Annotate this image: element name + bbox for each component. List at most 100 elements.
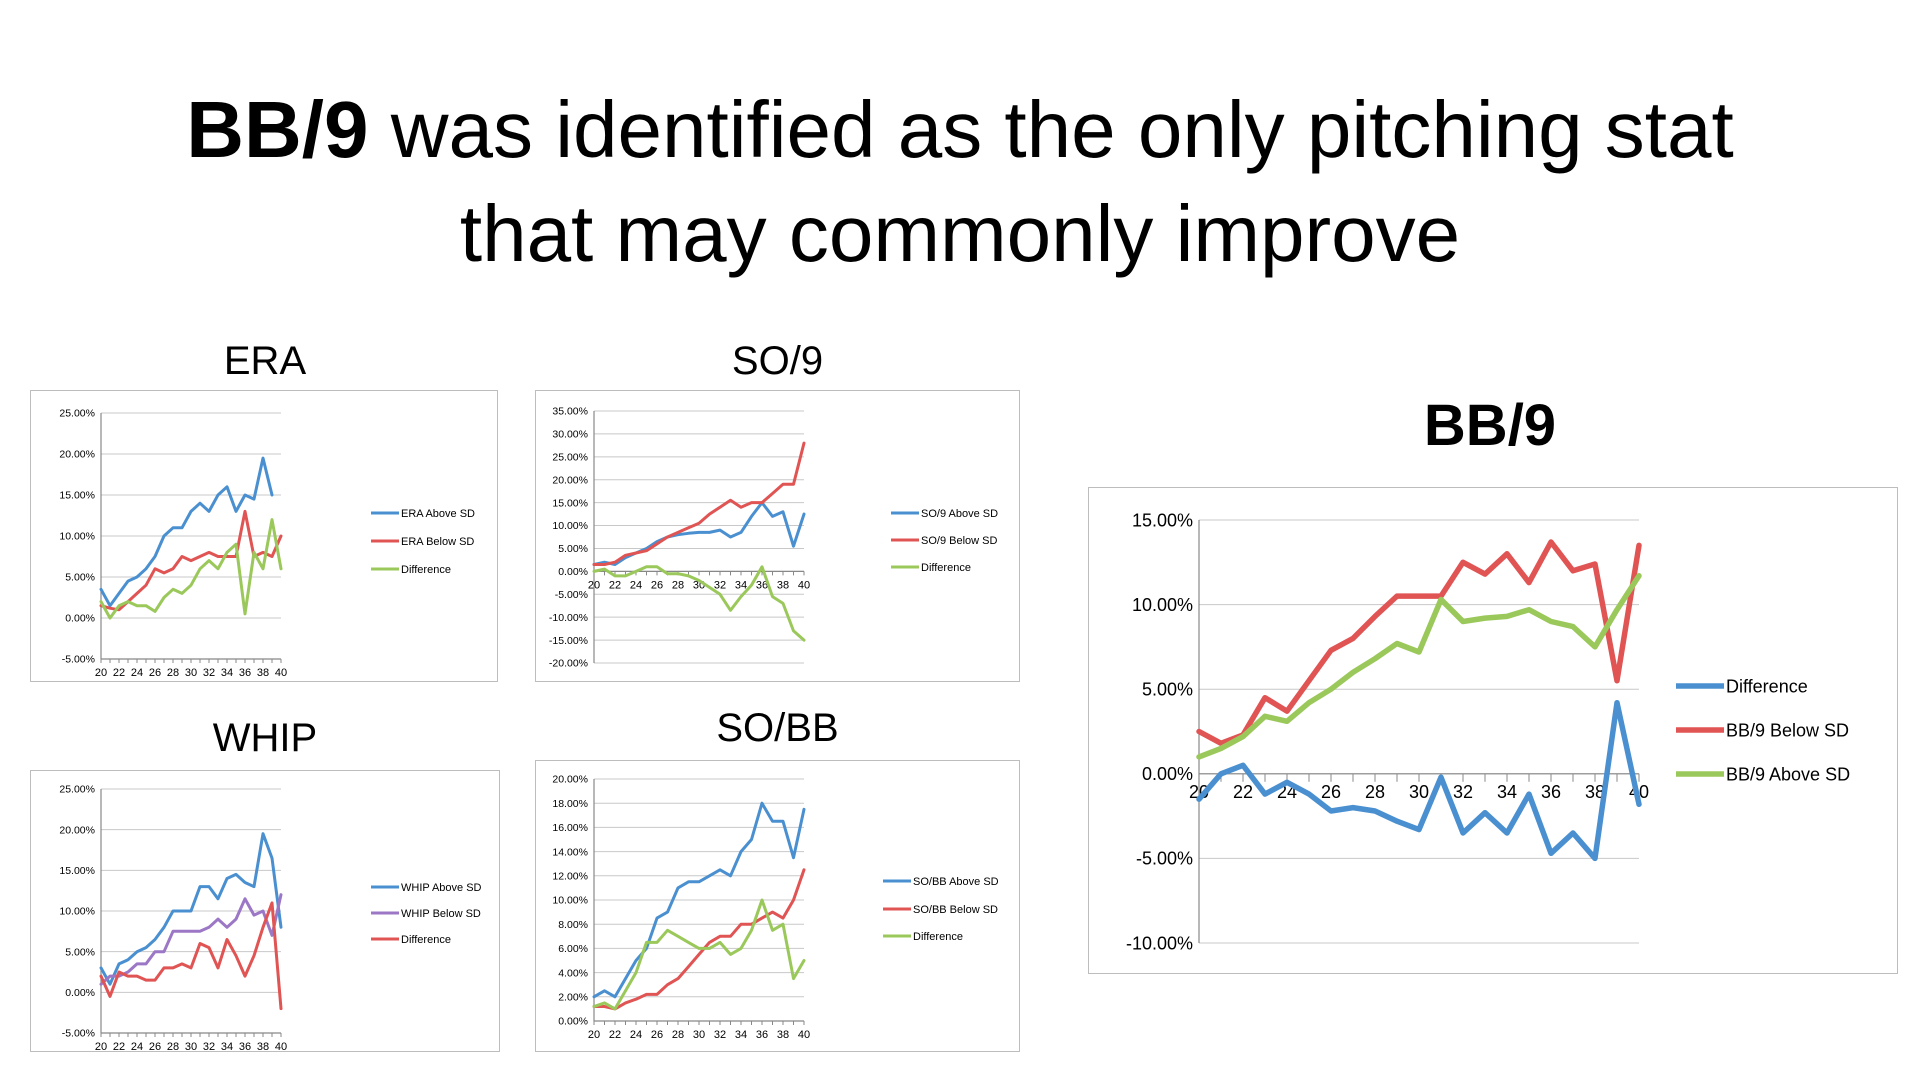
y-tick-label: 0.00% (1142, 764, 1193, 784)
y-tick-label: 15.00% (59, 865, 95, 877)
x-tick-label: 34 (1497, 782, 1517, 802)
x-tick-label: 38 (777, 1029, 789, 1041)
x-tick-label: 40 (798, 579, 810, 591)
y-tick-label: 15.00% (59, 490, 95, 502)
x-tick-label: 38 (257, 1041, 269, 1053)
legend-label: Difference (921, 562, 971, 574)
y-tick-label: -5.00% (1136, 849, 1193, 869)
y-tick-label: 10.00% (552, 520, 588, 532)
y-tick-label: 4.00% (558, 967, 588, 979)
y-tick-label: 15.00% (1132, 510, 1193, 530)
legend-label: SO/BB Below SD (913, 904, 998, 916)
y-tick-label: 25.00% (59, 784, 95, 796)
y-tick-label: 18.00% (552, 798, 588, 810)
y-tick-label: 5.00% (1142, 680, 1193, 700)
x-tick-label: 36 (756, 579, 768, 591)
x-tick-label: 34 (221, 667, 233, 679)
y-tick-label: 6.00% (558, 943, 588, 955)
legend-label: SO/BB Above SD (913, 876, 999, 888)
series-line-1 (99, 893, 283, 986)
x-tick-label: 34 (735, 1029, 747, 1041)
chart-bb9: 15.00% 10.00% 5.00% 0.00% -5.00% -10.00% 20 22 2… (1088, 487, 1898, 974)
y-tick-label: 8.00% (558, 919, 588, 931)
y-gridlines (594, 778, 804, 1022)
x-tick-label: 32 (1453, 782, 1473, 802)
x-tick-label: 36 (756, 1029, 768, 1041)
chart-whip-svg: 25.00% 20.00% 15.00% 10.00% 5.00% 0.00% -5.00%… (59, 784, 482, 1053)
x-tick-label: 40 (275, 667, 287, 679)
legend-label: SO/9 Below SD (921, 535, 997, 547)
x-tick-label: 38 (1585, 782, 1605, 802)
legend-label: SO/9 Above SD (921, 508, 998, 520)
y-gridlines (1199, 519, 1639, 944)
x-tick-label: 24 (131, 1041, 143, 1053)
chart-so9-svg: 35.00% 30.00% 25.00% 20.00% 15.00% 10.00% 5.00… (549, 406, 998, 670)
legend-item: ERA Above SD (371, 508, 475, 520)
series-line-0 (99, 832, 283, 986)
y-tick-label: 12.00% (552, 870, 588, 882)
legend-item: BB/9 Above SD (1676, 764, 1850, 784)
x-tick-label: 28 (167, 667, 179, 679)
legend-item: SO/BB Above SD (883, 876, 999, 888)
x-tick-labels: 20 22 24 26 28 30 32 34 36 38 40 (95, 667, 287, 679)
x-tick-label: 26 (149, 1041, 161, 1053)
x-tick-label: 20 (588, 579, 600, 591)
y-tick-label: 5.00% (558, 543, 588, 555)
legend-item: Difference (891, 562, 971, 574)
x-tick-label: 28 (167, 1041, 179, 1053)
y-tick-label: 16.00% (552, 822, 588, 834)
series-line-2 (99, 518, 283, 620)
y-tick-label: 10.00% (59, 531, 95, 543)
x-tick-label: 28 (672, 1029, 684, 1041)
series-line-0 (1196, 699, 1642, 862)
legend-item: Difference (883, 931, 963, 943)
x-tick-label: 22 (1233, 782, 1253, 802)
legend-label: Difference (401, 564, 451, 576)
y-tick-label: 20.00% (552, 474, 588, 486)
x-tick-label: 32 (203, 1041, 215, 1053)
chart-bb9-svg: 15.00%10.00%5.00%0.00%-5.00%-10.00%20 22 2… (1126, 510, 1850, 953)
y-tick-label: 0.00% (65, 613, 95, 625)
legend-item: Difference (371, 564, 451, 576)
y-tick-label: -20.00% (549, 658, 588, 670)
x-tick-label: 22 (609, 1029, 621, 1041)
x-tick-label: 24 (630, 1029, 642, 1041)
x-tick-label: 36 (239, 1041, 251, 1053)
y-tick-labels: 20.00% 18.00% 16.00% 14.00% 12.00% 10.00% 8.00… (552, 774, 588, 1028)
legend-item: Difference (371, 934, 451, 946)
y-tick-label: -5.00% (62, 1028, 95, 1040)
y-tick-label: 20.00% (552, 774, 588, 786)
x-tick-label: 30 (693, 1029, 705, 1041)
series-line-2 (1196, 573, 1642, 760)
chart-era: 25.00% 20.00% 15.00% 10.00% 5.00% 0.00% -5.00%… (30, 390, 498, 682)
legend-item: WHIP Below SD (371, 908, 481, 920)
x-tick-label: 36 (239, 667, 251, 679)
legend-label: WHIP Above SD (401, 882, 482, 894)
y-tick-label: 0.00% (558, 566, 588, 578)
y-gridlines (594, 410, 804, 664)
series-line-2 (592, 898, 806, 1011)
y-tick-label: 25.00% (552, 451, 588, 463)
slide-title-line2: that may commonly improve (459, 189, 1461, 278)
x-tick-label: 40 (798, 1029, 810, 1041)
y-tick-label: 2.00% (558, 991, 588, 1003)
chart-whip: 25.00% 20.00% 15.00% 10.00% 5.00% 0.00% -5.00%… (30, 770, 500, 1053)
chart-sobb: 20.00% 18.00% 16.00% 14.00% 12.00% 10.00% 8.00… (535, 760, 1020, 1052)
legend-item: SO/9 Above SD (891, 508, 998, 520)
x-tick-label: 34 (735, 579, 747, 591)
x-tick-label: 28 (672, 579, 684, 591)
y-tick-label: 14.00% (552, 846, 588, 858)
y-tick-labels: 25.00% 20.00% 15.00% 10.00% 5.00% 0.00% -5.00% (59, 784, 95, 1040)
chart-so9: 35.00% 30.00% 25.00% 20.00% 15.00% 10.00% 5.00… (535, 390, 1020, 682)
x-tick-label: 30 (185, 1041, 197, 1053)
x-tick-label: 34 (221, 1041, 233, 1053)
x-tick-label: 30 (1409, 782, 1429, 802)
x-tick-label: 26 (1321, 782, 1341, 802)
y-tick-labels: 35.00% 30.00% 25.00% 20.00% 15.00% 10.00% 5.00… (549, 406, 588, 670)
chart-era-svg: 25.00% 20.00% 15.00% 10.00% 5.00% 0.00% -5.00%… (59, 408, 475, 679)
x-tick-labels: 20 22 24 26 28 30 32 34 36 38 40 (588, 1029, 810, 1041)
x-tick-label: 22 (113, 667, 125, 679)
x-tick-label: 26 (651, 579, 663, 591)
legend-item: SO/BB Below SD (883, 904, 998, 916)
x-tick-label: 22 (609, 579, 621, 591)
